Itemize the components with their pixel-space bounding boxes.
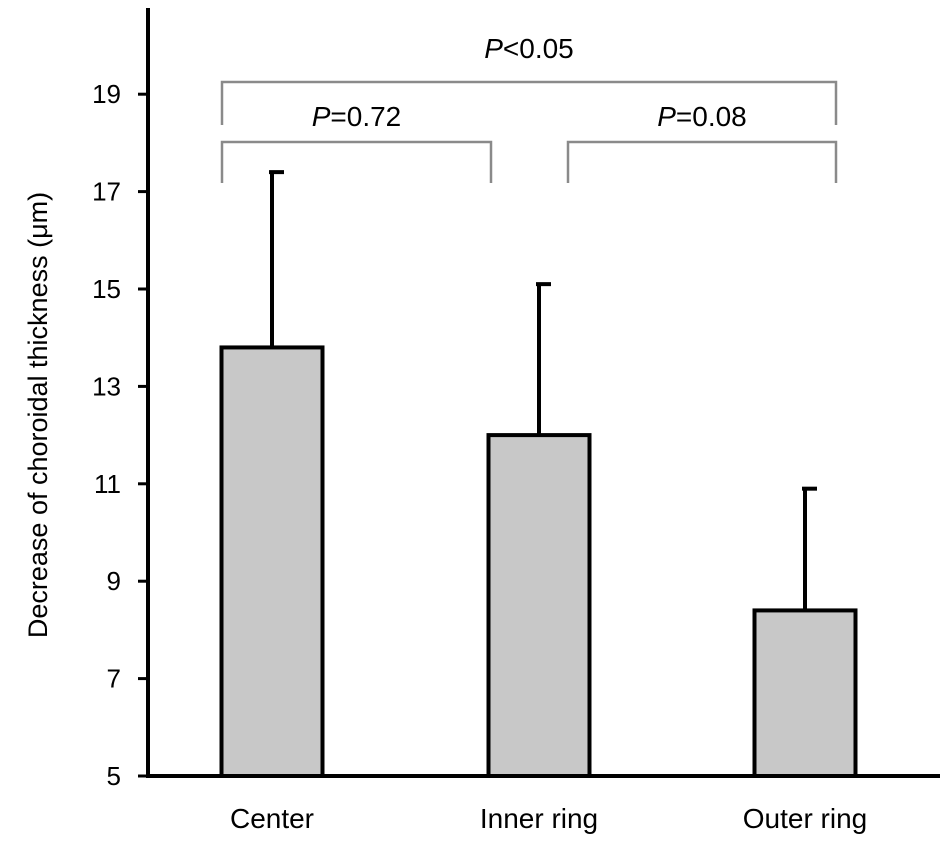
significance-bracket xyxy=(220,140,493,183)
significance-brackets: P<0.05P=0.72 P=0.08 xyxy=(220,33,838,183)
y-tick-label: 9 xyxy=(107,566,121,596)
p-value-text: =0.08 xyxy=(676,101,747,132)
y-tick-label: 11 xyxy=(94,469,121,499)
category-label: Inner ring xyxy=(480,803,598,834)
y-axis-label: Decrease of choroidal thickness (μm) xyxy=(23,192,53,638)
p-value-text: <0.05 xyxy=(503,33,574,64)
y-tick-label: 7 xyxy=(107,664,121,694)
y-tick-label: 5 xyxy=(107,761,121,791)
category-labels: Center Inner ring Outer ring xyxy=(230,803,867,834)
bar xyxy=(219,345,325,778)
p-symbol: P xyxy=(312,101,331,132)
p-value-label: P=0.72 xyxy=(312,101,402,132)
y-tick-label: 17 xyxy=(92,177,121,207)
p-value-label: P<0.05 xyxy=(484,33,574,64)
significance-bracket xyxy=(566,140,838,183)
p-value-label: P=0.08 xyxy=(657,101,747,132)
p-value-text: =0.72 xyxy=(330,101,401,132)
bars xyxy=(219,345,858,778)
p-symbol: P xyxy=(484,33,503,64)
y-tick-label: 19 xyxy=(92,79,121,109)
bar xyxy=(752,608,858,778)
error-bars xyxy=(269,170,817,611)
y-tick-label: 15 xyxy=(92,274,121,304)
y-ticks: 5 7 9 11 13 15 17 19 xyxy=(92,79,148,791)
bar xyxy=(486,433,592,778)
category-label: Center xyxy=(230,803,314,834)
significance-bracket xyxy=(220,80,838,125)
category-label: Outer ring xyxy=(743,803,868,834)
y-tick-label: 13 xyxy=(92,371,121,401)
p-symbol: P xyxy=(657,101,676,132)
